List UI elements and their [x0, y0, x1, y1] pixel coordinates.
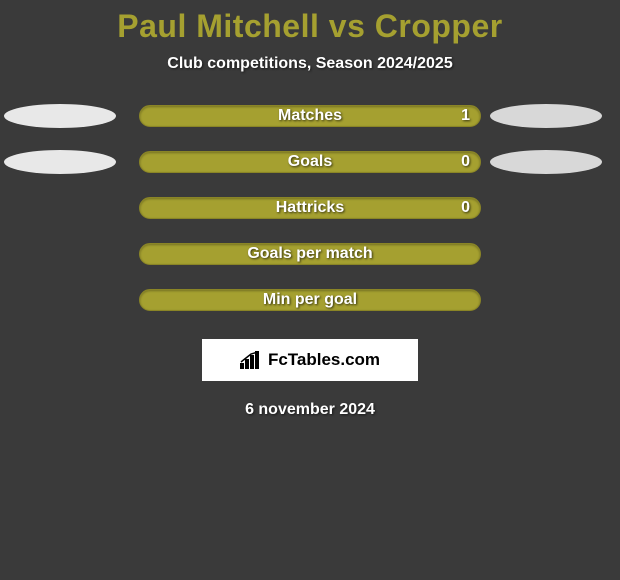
- comparison-row: Hattricks0: [0, 197, 620, 219]
- comparison-row: Goals per match: [0, 243, 620, 265]
- stat-value-right: 1: [461, 107, 470, 125]
- title-player2: Cropper: [375, 8, 503, 44]
- bars-icon: [240, 351, 262, 369]
- stat-bar: Min per goal: [139, 289, 481, 311]
- stat-bar: Goals per match: [139, 243, 481, 265]
- player1-ellipse-icon: [4, 150, 116, 174]
- comparison-row: Matches1: [0, 105, 620, 127]
- comparison-rows: Matches1Goals0Hattricks0Goals per matchM…: [0, 105, 620, 311]
- player2-ellipse-icon: [490, 150, 602, 174]
- player2-ellipse-icon: [490, 104, 602, 128]
- stat-bar: Hattricks0: [139, 197, 481, 219]
- stat-value-right: 0: [461, 153, 470, 171]
- title-player1: Paul Mitchell: [117, 8, 319, 44]
- stat-bar: Goals0: [139, 151, 481, 173]
- stat-label: Min per goal: [140, 291, 480, 309]
- stat-label: Matches: [140, 107, 480, 125]
- comparison-card: Paul Mitchell vs Cropper Club competitio…: [0, 0, 620, 419]
- title-vs: vs: [329, 8, 366, 44]
- comparison-row: Min per goal: [0, 289, 620, 311]
- stat-label: Goals: [140, 153, 480, 171]
- player1-ellipse-icon: [4, 104, 116, 128]
- page-title: Paul Mitchell vs Cropper: [117, 8, 502, 45]
- logo-text: FcTables.com: [268, 350, 380, 370]
- comparison-row: Goals0: [0, 151, 620, 173]
- stat-value-right: 0: [461, 199, 470, 217]
- stat-label: Hattricks: [140, 199, 480, 217]
- stat-label: Goals per match: [140, 245, 480, 263]
- logo-box[interactable]: FcTables.com: [202, 339, 418, 381]
- stat-bar: Matches1: [139, 105, 481, 127]
- date-label: 6 november 2024: [245, 401, 375, 419]
- subtitle: Club competitions, Season 2024/2025: [167, 55, 452, 73]
